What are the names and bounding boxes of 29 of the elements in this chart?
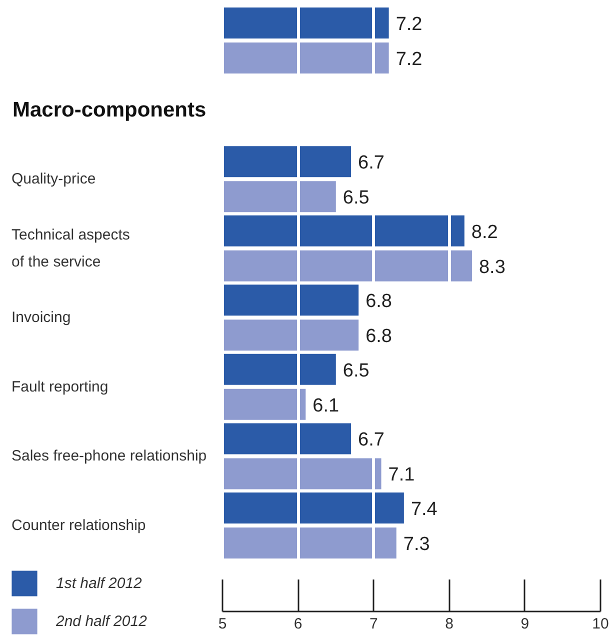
x-tick-label: 5 <box>218 616 227 632</box>
y-tick-label: Quality-price <box>12 170 96 188</box>
x-tick-label: 7 <box>370 616 378 632</box>
data-label: 6.1 <box>312 395 340 416</box>
y-tick-label: Macro-components <box>12 98 206 122</box>
y-tick-label: Invoicing <box>12 309 71 326</box>
data-label: 8.3 <box>478 256 506 278</box>
data-label: 8.2 <box>471 222 498 243</box>
data-label: 6.8 <box>366 326 392 348</box>
data-label: 7.2 <box>396 49 422 70</box>
legend-label: 1st half 2012 <box>56 574 142 594</box>
data-label: 6.8 <box>366 291 392 312</box>
data-label: 7.4 <box>410 499 438 520</box>
x-tick-label: 10 <box>592 616 609 632</box>
data-label: 6.5 <box>342 360 370 382</box>
data-label: 7.1 <box>388 464 415 486</box>
data-label: 6.5 <box>342 188 370 209</box>
x-tick-label: 8 <box>445 616 454 632</box>
y-tick-label: Technical aspects of the service <box>12 226 130 270</box>
y-tick-label: Counter relationship <box>12 517 146 534</box>
legend-label: 2nd half 2012 <box>56 612 147 632</box>
y-tick-label: Sales free-phone relationship <box>12 448 207 465</box>
data-label: 6.7 <box>358 152 384 174</box>
y-tick-label: Fault reporting <box>12 378 108 396</box>
data-label: 7.2 <box>396 14 422 35</box>
x-tick-label: 9 <box>520 616 530 632</box>
data-label: 6.7 <box>358 430 384 451</box>
x-tick-label: 6 <box>294 616 302 632</box>
data-label: 7.3 <box>403 534 430 555</box>
